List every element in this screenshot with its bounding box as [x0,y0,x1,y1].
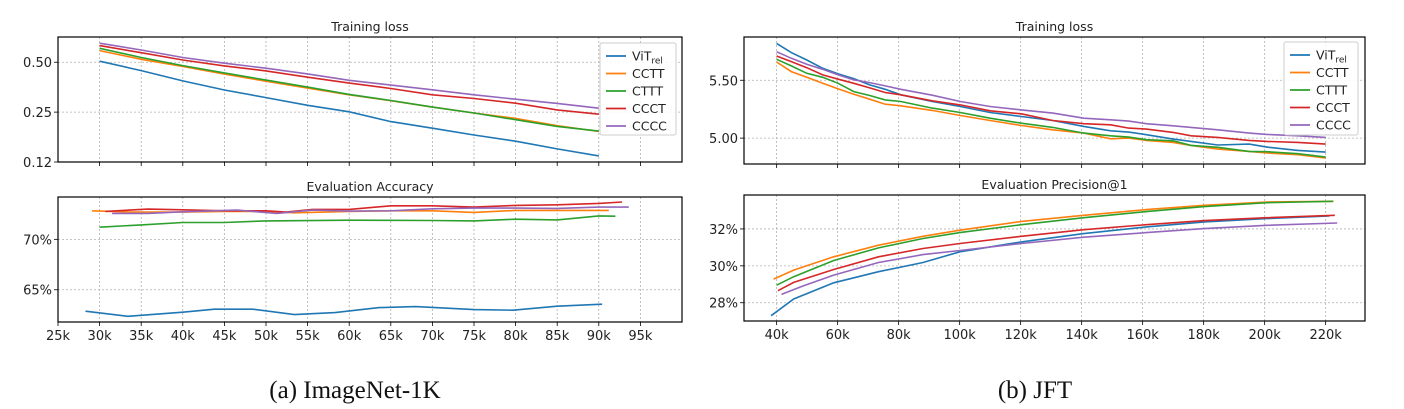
x-tick-label: 35k [129,329,154,344]
legend-box [599,42,677,136]
chart-title: Evaluation Precision@1 [981,177,1127,192]
y-tick-label: 70% [23,233,52,248]
series-line-vit-rel [85,303,603,318]
x-tick-label: 55k [296,329,321,344]
series-line-cttt [99,47,599,132]
legend-entry: CCCT [1316,100,1350,115]
y-tick-label: 0.50 [23,56,52,71]
legend-box [1283,41,1359,136]
y-tick-label: 0.25 [23,106,52,121]
y-tick-label: 65% [23,284,52,299]
x-tick-label: 160k [1126,328,1159,343]
series-line-cttt [99,215,616,228]
x-tick-label: 40k [765,328,790,343]
legend-entry: CCTT [1316,65,1349,80]
axes-frame [57,36,683,163]
y-tick-label: 28% [709,297,738,312]
axes-frame [57,196,683,323]
legend-entry: CCCC [1316,118,1351,133]
y-tick-label: 0.12 [23,156,52,171]
x-tick-label: 60k [826,328,851,343]
series-line-cccc [781,222,1338,296]
x-tick-label: 75k [462,329,487,344]
x-tick-label: 50k [254,329,279,344]
series-line-ccct [776,55,1326,145]
x-tick-label: 220k [1309,328,1342,343]
legend-entry: CCTT [632,66,665,81]
x-tick-label: 80k [504,329,529,344]
x-tick-label: 70k [420,329,445,344]
x-tick-label: 65k [379,329,404,344]
legend-entry: CCCC [632,119,667,134]
series-line-cctt [773,200,1334,280]
x-tick-label: 120k [1004,328,1037,343]
series-line-cccc [112,206,629,215]
x-tick-label: 30k [88,329,113,344]
series-line-cccc [776,50,1326,139]
x-tick-label: 95k [628,329,653,344]
x-tick-label: 180k [1187,328,1220,343]
legend-entry: CCCT [632,101,666,116]
series-line-vit-rel [99,60,599,157]
series-line-cctt [776,61,1326,159]
chart-title: Training loss [1015,19,1093,34]
chart-a-1: 25k 30k 35k 40k 45k 50k 55k 60k 65k 70k 75k 80k 85k 9… [23,179,683,344]
chart-title: Training loss [330,19,408,34]
legend-entry: ViTrel [632,49,663,67]
x-tick-label: 80k [887,328,912,343]
axes-frame [743,36,1366,165]
series-line-cttt [776,200,1334,286]
x-tick-label: 90k [587,329,612,344]
caption-a: (a) ImageNet-1K [269,377,440,404]
series-line-cttt [776,58,1326,158]
x-tick-label: 85k [545,329,570,344]
y-tick-label: 5.00 [709,132,738,147]
caption-b: (b) JFT [998,377,1072,404]
axes-frame [743,194,1366,322]
chart-b-3: 40k 60k 80k 100k 120k 140k 160k 180k 200k 220k 32%… [709,177,1366,343]
series-line-ccct [777,214,1335,292]
x-tick-label: 40k [171,329,196,344]
legend-entry: CTTT [1316,83,1348,98]
x-tick-label: 100k [943,328,976,343]
y-tick-label: 5.50 [709,74,738,89]
chart-title: Evaluation Accuracy [307,179,435,194]
legend-entry: ViTrel [1316,48,1347,66]
series-line-cccc [99,42,599,109]
legend-entry: CTTT [632,84,664,99]
y-tick-label: 30% [709,260,738,275]
series-line-ccct [99,44,599,115]
series-line-vit-rel [776,42,1326,153]
x-tick-label: 140k [1065,328,1098,343]
series-line-ccct [105,201,623,213]
x-tick-label: 60k [337,329,362,344]
y-tick-label: 32% [709,223,738,238]
x-tick-label: 45k [212,329,237,344]
x-tick-label: 200k [1248,328,1281,343]
x-tick-label: 25k [46,329,71,344]
